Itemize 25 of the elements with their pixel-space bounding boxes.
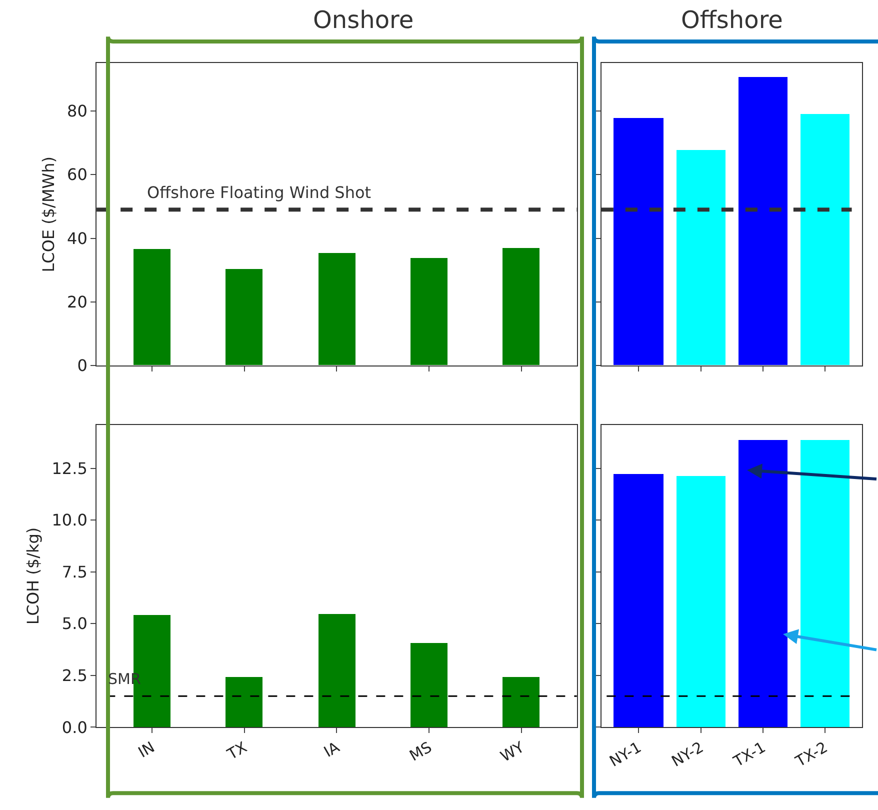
y-tick-label: 0 xyxy=(77,356,88,376)
x-tick-label: MS xyxy=(406,738,435,765)
y-tick-label: 80 xyxy=(67,102,88,121)
y-tick-label: 40 xyxy=(67,228,88,248)
y-tick-label: 20 xyxy=(67,292,88,312)
x-tick-label: NY-1 xyxy=(606,738,644,770)
y-tick-label: 7.5 xyxy=(62,562,88,582)
y-tick-label: 5.0 xyxy=(62,614,88,634)
chart-title: Onshore xyxy=(313,6,414,34)
x-tick-label: IA xyxy=(320,738,344,762)
y-axis-title: LCOH ($/kg) xyxy=(24,527,43,625)
y-tick-label: 0.0 xyxy=(62,718,88,737)
x-tick-label: TX-2 xyxy=(792,738,831,771)
chart-title: Offshore xyxy=(681,6,783,34)
x-tick-label: TX xyxy=(223,738,250,764)
x-tick-label: NY-2 xyxy=(668,738,707,770)
x-tick-label: TX-1 xyxy=(730,738,769,771)
x-tick-label: IN xyxy=(135,738,158,762)
x-tick-label: WY xyxy=(497,738,528,766)
ref-line-label: Offshore Floating Wind Shot xyxy=(147,183,372,202)
y-tick-label: 12.5 xyxy=(52,458,88,478)
y-tick-label: 2.5 xyxy=(62,666,88,686)
y-tick-label: 60 xyxy=(67,165,88,184)
y-axis-title: LCOE ($/MWh) xyxy=(38,156,58,272)
y-tick-label: 10.0 xyxy=(52,510,88,530)
